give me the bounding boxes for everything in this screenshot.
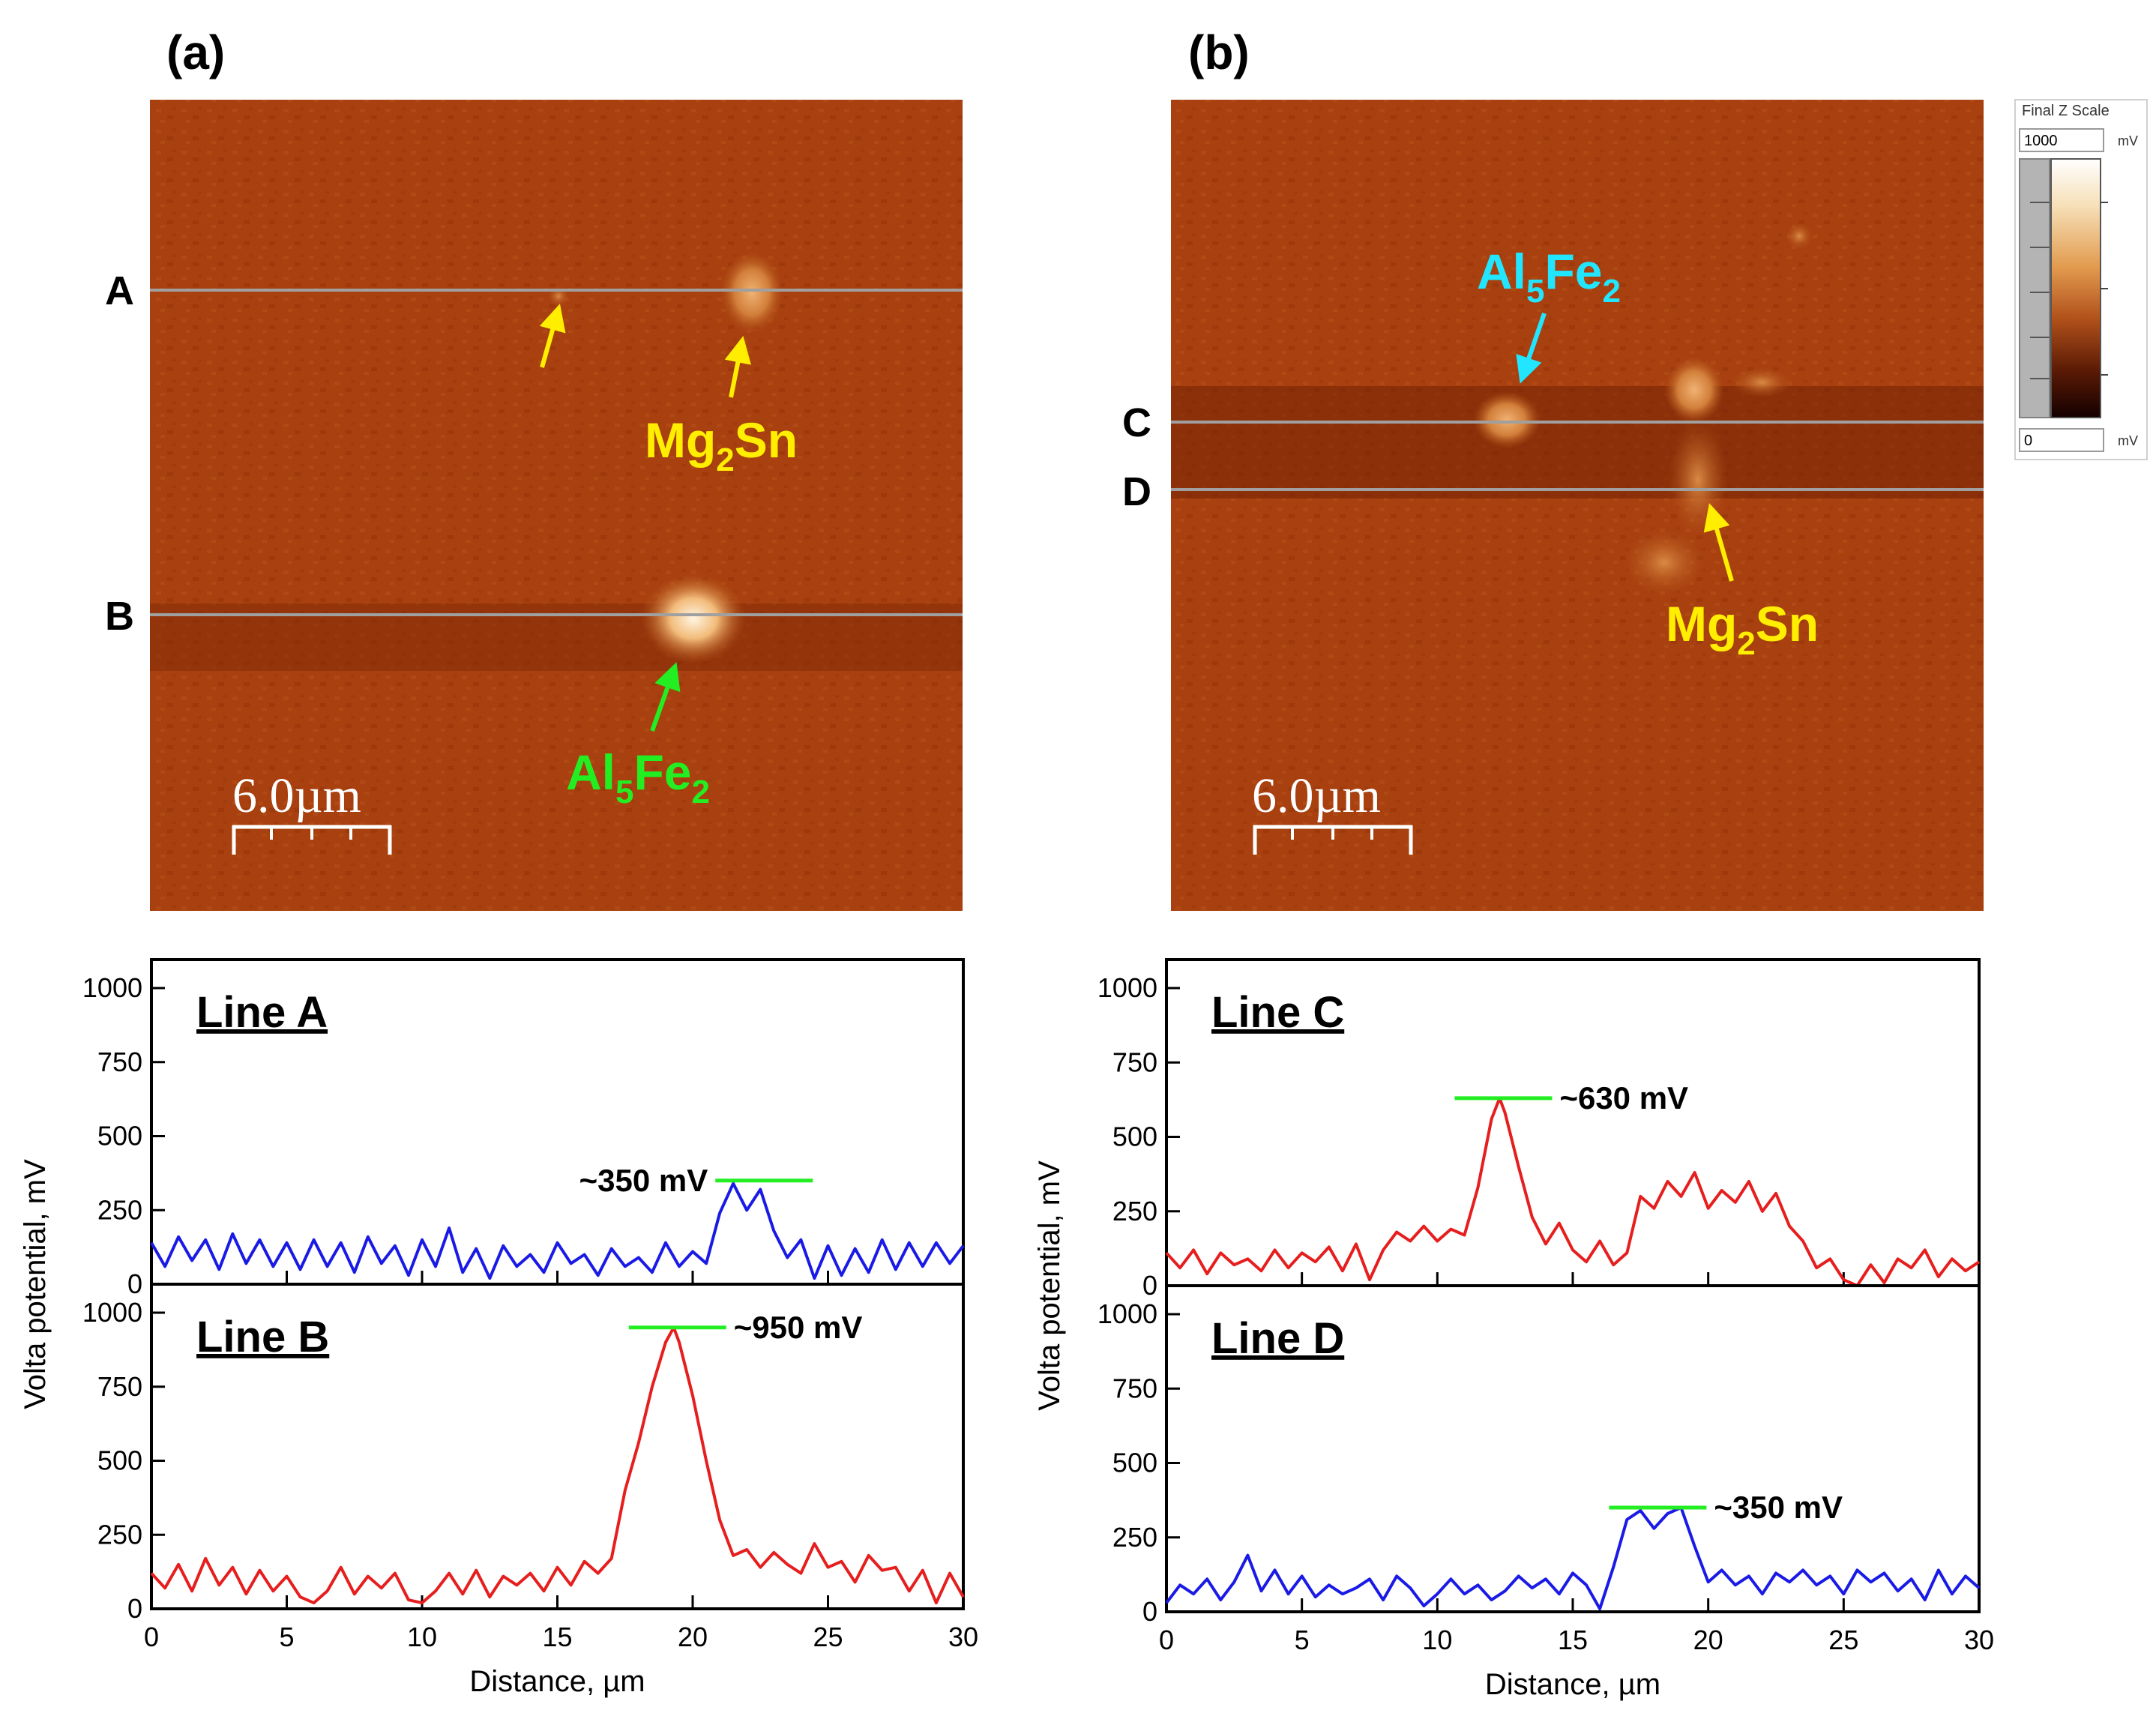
y-tick-label: 750	[1112, 1373, 1157, 1403]
profile-chart-line-b: 0 250 500 750 1000 0 5 10 15 20 25 30 Distance, µm ~9…	[82, 1283, 978, 1698]
al5fe2-label-a: Al5Fe2	[566, 744, 710, 810]
small-particle-b	[1786, 223, 1813, 250]
al5fe2-particle-a	[641, 574, 746, 663]
z-scale-min-field	[2019, 428, 2104, 452]
y-tick-label: 0	[127, 1593, 142, 1624]
panel-a: (a) A B Mg2Sn Al5Fe2 6.0µm	[105, 25, 963, 911]
x-tick-label: 20	[1693, 1625, 1723, 1655]
scale-bar-a-label: 6.0µm	[232, 768, 361, 823]
scale-bar-b-label: 6.0µm	[1252, 768, 1381, 823]
scan-line-b-label: B	[105, 594, 134, 639]
y-tick-label: 250	[97, 1194, 142, 1225]
x-tick-label: 25	[1828, 1625, 1858, 1655]
peak-label: ~350 mV	[1714, 1490, 1843, 1525]
scan-line-d-label: D	[1122, 469, 1151, 514]
mg2sn-particle-a	[720, 251, 783, 334]
panel-a-label: (a)	[166, 25, 225, 79]
plot-title: Line A	[196, 988, 328, 1037]
y-tick-label: 500	[1112, 1122, 1157, 1152]
dark-band-b	[1171, 386, 1984, 499]
y-tick-label: 250	[1112, 1522, 1157, 1553]
x-tick-label: 5	[279, 1622, 294, 1652]
y-tick-label: 500	[97, 1121, 142, 1151]
z-scale-max-field	[2019, 128, 2104, 152]
x-axis-label: Distance, µm	[1485, 1668, 1660, 1701]
x-tick-label: 0	[144, 1622, 159, 1652]
scan-line-a-label: A	[105, 268, 134, 313]
x-tick-label: 30	[948, 1622, 978, 1652]
z-scale-min-value: 0	[2024, 433, 2032, 449]
series-line	[150, 1181, 965, 1280]
scale-bar-b: 6.0µm	[1252, 768, 1413, 855]
plot-title: Line D	[1211, 1314, 1344, 1363]
x-tick-label: 0	[1159, 1625, 1174, 1655]
profile-chart-line-c: 0 250 500 750 1000 ~630 mV Line C	[1097, 958, 1981, 1301]
kpfm-map-a	[150, 100, 963, 911]
al5fe2-particle-b	[1473, 391, 1541, 448]
x-axis-label: Distance, µm	[469, 1665, 645, 1698]
profile-chart-line-a: 0 250 500 750 1000 ~350 mV Line A	[82, 958, 965, 1299]
al5fe2-arrow-a	[650, 662, 681, 732]
x-tick-label: 5	[1295, 1625, 1310, 1655]
z-scale-max-value: 1000	[2024, 133, 2058, 149]
profile-chart-line-d: 0 250 500 750 1000 0 5 10 15 20 25 30 Distance, µm ~3…	[1097, 1284, 1994, 1701]
x-tick-label: 15	[1558, 1625, 1588, 1655]
y-tick-label: 1000	[82, 1297, 142, 1328]
panel-b-label: (b)	[1188, 25, 1250, 79]
mg2sn-particle-b-1	[1664, 356, 1724, 424]
y-tick-label: 500	[97, 1445, 142, 1476]
y-axis-label-left: Volta potential, mV	[19, 1159, 52, 1409]
y-tick-label: 750	[1112, 1047, 1157, 1077]
peak-label: ~630 mV	[1559, 1080, 1688, 1116]
panel-b: (b) C D Al5Fe2 Mg2Sn 6.0µm	[1122, 25, 1984, 911]
plot-title: Line B	[196, 1313, 329, 1361]
mg2sn-particle-b-2	[1668, 420, 1728, 540]
scale-bar-a: 6.0µm	[232, 768, 392, 855]
z-scale-widget: Final Z Scale 1000 mV 0 mV	[2014, 99, 2148, 460]
z-scale-gradient	[2050, 158, 2101, 418]
x-tick-label: 10	[1422, 1625, 1452, 1655]
z-scale-min-unit: mV	[2118, 433, 2138, 448]
series-line	[150, 1325, 965, 1605]
x-tick-label: 30	[1964, 1625, 1994, 1655]
mg2sn-particle-b-4	[1732, 367, 1792, 397]
y-tick-label: 0	[1142, 1596, 1157, 1627]
mg2sn-arrow-b	[1703, 503, 1734, 582]
small-particle-arrow-a	[539, 304, 566, 368]
y-tick-label: 1000	[82, 972, 142, 1003]
z-scale-max-unit: mV	[2118, 133, 2138, 148]
plot-title: Line C	[1211, 988, 1344, 1037]
al5fe2-arrow-b	[1516, 313, 1547, 384]
y-axis-label-right: Volta potential, mV	[1033, 1160, 1066, 1411]
y-tick-label: 1000	[1097, 972, 1157, 1003]
y-tick-label: 750	[97, 1371, 142, 1402]
x-tick-label: 20	[678, 1622, 708, 1652]
mg2sn-label-b: Mg2Sn	[1666, 596, 1819, 662]
x-tick-label: 15	[542, 1622, 572, 1652]
y-tick-label: 750	[97, 1047, 142, 1077]
y-tick-label: 0	[1142, 1270, 1157, 1301]
kpfm-map-b	[1171, 100, 1984, 911]
mg2sn-label-a: Mg2Sn	[645, 412, 798, 478]
peak-label: ~350 mV	[579, 1163, 708, 1198]
y-tick-label: 250	[1112, 1196, 1157, 1226]
mg2sn-particle-b-3	[1623, 529, 1705, 596]
x-tick-label: 25	[813, 1622, 843, 1652]
y-tick-label: 500	[1112, 1448, 1157, 1478]
scan-line-c-label: C	[1122, 400, 1151, 445]
peak-label: ~950 mV	[734, 1310, 863, 1345]
y-tick-label: 0	[127, 1268, 142, 1299]
z-scale-title: Final Z Scale	[2022, 103, 2110, 119]
series-line	[1165, 1506, 1981, 1610]
y-tick-label: 250	[97, 1519, 142, 1550]
mg2sn-arrow-a	[724, 335, 752, 398]
al5fe2-label-b: Al5Fe2	[1477, 244, 1621, 310]
x-tick-label: 10	[407, 1622, 437, 1652]
series-line	[1165, 1096, 1981, 1287]
y-tick-label: 1000	[1097, 1298, 1157, 1329]
